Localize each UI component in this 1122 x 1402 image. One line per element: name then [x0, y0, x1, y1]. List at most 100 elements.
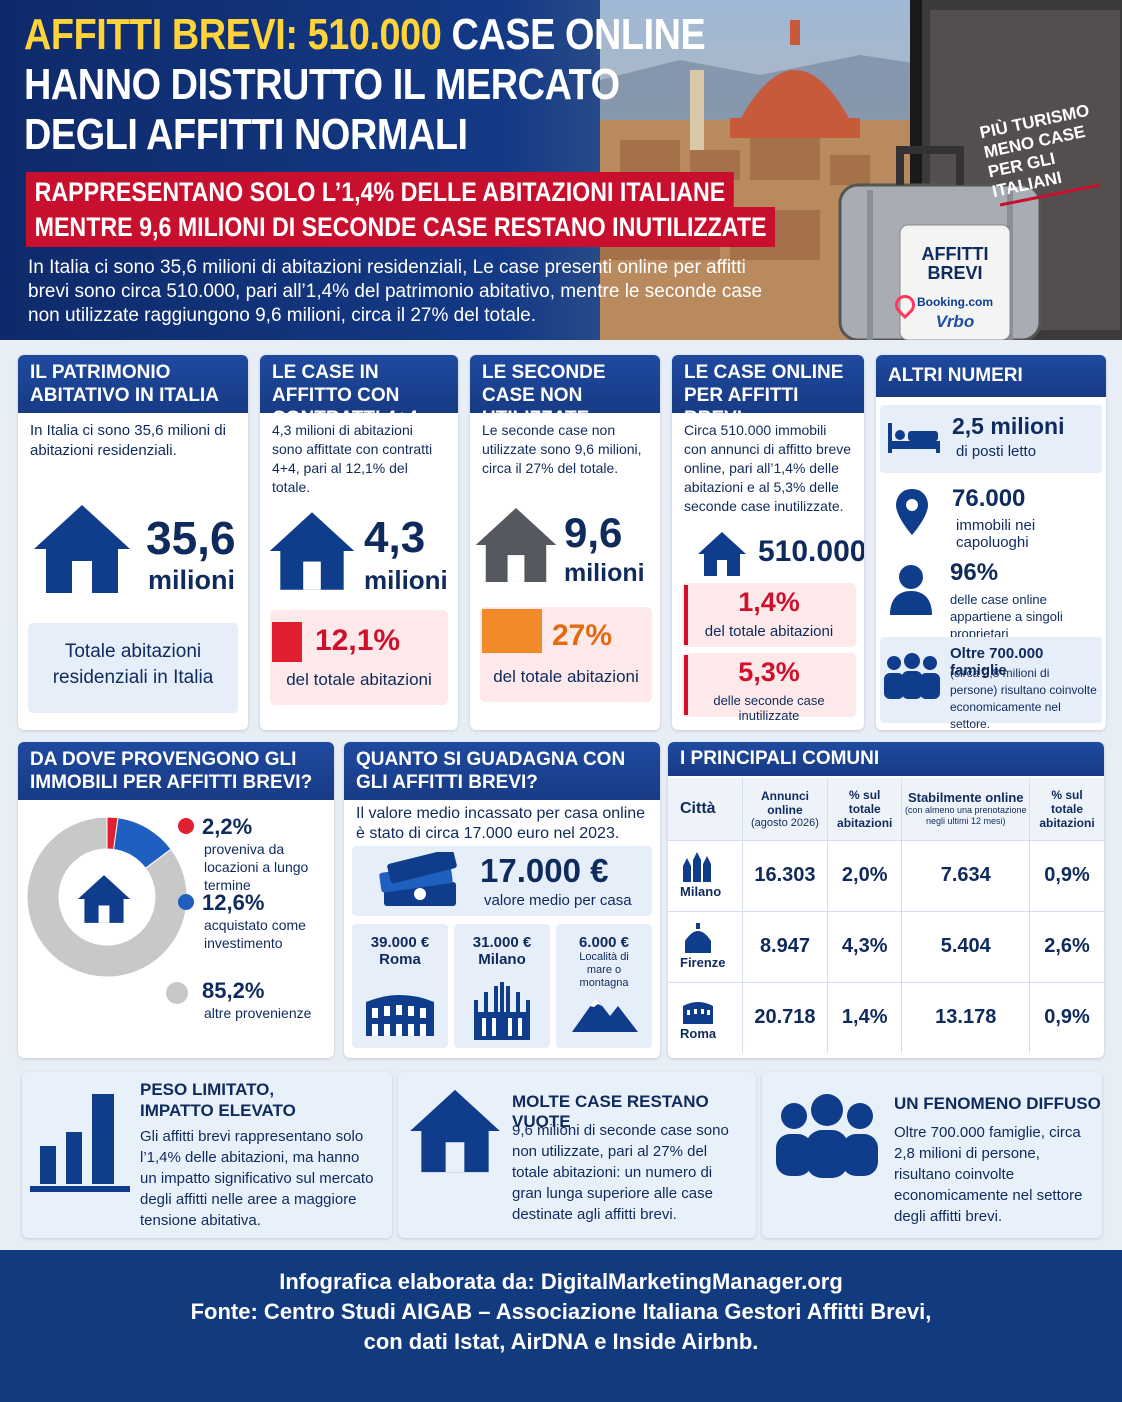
- legend-value: 2,2%: [202, 814, 253, 839]
- col-annunci: Annunci online (agosto 2026): [741, 778, 828, 840]
- legend-label: proveniva da locazioni a lungo termine: [204, 841, 309, 893]
- people-icon: [884, 653, 940, 699]
- cell-city: Milano: [668, 840, 742, 911]
- cell-annunci: 16.303: [741, 840, 828, 911]
- house-icon: [77, 875, 131, 923]
- pct-accent: [684, 655, 688, 715]
- col-annunci-label: Annunci online: [760, 788, 809, 817]
- pct-value: 27%: [552, 619, 613, 652]
- house-icon: [34, 505, 130, 593]
- duomo-icon: [474, 982, 530, 1040]
- cell-pct: 2,0%: [826, 840, 902, 911]
- card-title: ALTRI NUMERI CHIAVE: [876, 355, 1106, 416]
- bed-icon: [888, 423, 940, 453]
- city-box-localita: 6.000 € Località di mare o montagna: [556, 924, 652, 1048]
- stat-label: immobili nei capoluoghi: [956, 517, 1036, 551]
- title-part2: CASE ONLINE: [441, 10, 706, 59]
- bottom-title-line2: IMPATTO ELEVATO: [140, 1101, 296, 1120]
- stat-row-capoluoghi: 76.000 immobili nei capoluoghi: [880, 479, 1102, 551]
- house-icon: [475, 508, 557, 582]
- stat-value: 96%: [950, 559, 999, 586]
- cell-annunci: 20.718: [741, 982, 828, 1053]
- card-fenomeno-diffuso: UN FENOMENO DIFFUSO Oltre 700.000 famigl…: [762, 1072, 1102, 1238]
- city-value: 31.000 €: [472, 934, 532, 951]
- card-seconde-case: LE SECONDE CASE NON UTILIZZATE Le second…: [470, 355, 660, 730]
- card-contratti: LE CASE IN AFFITTO CON CONTRATTI 4+4 4,3…: [260, 355, 458, 730]
- legend-item: 2,2% proveniva da locazioni a lungo term…: [178, 814, 328, 894]
- pct-box: 27% del totale abitazioni: [480, 607, 652, 702]
- total-box: Totale abitazioni residenziali in Italia: [28, 623, 238, 713]
- footer: Infografica elaborata da: DigitalMarketi…: [0, 1250, 1122, 1402]
- stat-label: (circa 2,8 milioni di persone) risultano…: [950, 666, 1097, 730]
- footer-source-data: con dati Istat, AirDNA e Inside Airbnb.: [363, 1329, 759, 1354]
- city-name: Milano: [680, 884, 722, 899]
- comuni-table: Città Annunci online (agosto 2026) % sul …: [668, 778, 1104, 1053]
- city-value: 39.000 €: [370, 934, 430, 951]
- big-value: 35,6: [146, 512, 236, 564]
- city-box-roma: 39.000 € Roma: [352, 924, 448, 1048]
- col-pct2: % sul totale abitazioni: [1029, 778, 1104, 840]
- col-pct: % sul totale abitazioni: [826, 778, 902, 840]
- col-annunci-sub: (agosto 2026): [751, 816, 819, 829]
- city-name: Roma: [379, 951, 421, 968]
- table-row: Firenze 8.947 4,3% 5.404 2,6%: [668, 911, 1104, 982]
- hero-banner: AFFITTI BREVI: 510.000 CASE ONLINE HANNO…: [0, 0, 1122, 340]
- legend-item: 12,6% acquistato come investimento: [178, 890, 328, 952]
- luggage-tag-line1: AFFITTI: [921, 244, 989, 264]
- city-landmark-icon: [685, 923, 711, 953]
- big-unit: milioni: [364, 565, 448, 595]
- stat-row-proprietari: 96% delle case online appartiene a singo…: [880, 555, 1102, 641]
- pct-swatch: [272, 622, 302, 662]
- booking-logo: Booking.com: [916, 295, 993, 309]
- house-icon: [698, 532, 746, 576]
- city-landmark-icon: [683, 852, 711, 882]
- legend-dot: [178, 894, 194, 910]
- card-case-online: LE CASE ONLINE PER AFFITTI BREVI Circa 5…: [672, 355, 864, 730]
- pct-value: 1,4%: [738, 587, 800, 617]
- city-name: Località di mare o montagna: [579, 951, 629, 989]
- cell-city: Firenze: [668, 911, 742, 982]
- card-text: In Italia ci sono 35,6 milioni di abitaz…: [30, 422, 226, 459]
- pct-label: del totale abitazioni: [704, 623, 834, 640]
- person-icon: [890, 565, 932, 615]
- stat-value: Oltre 700.000 famiglie: [950, 645, 1044, 679]
- stat-value: 76.000: [952, 485, 1026, 512]
- cell-stabili: 7.634: [901, 840, 1030, 911]
- card-text: Il valore medio incassato per casa onlin…: [356, 805, 646, 842]
- col-citta: Città: [680, 799, 716, 817]
- card-text: Circa 510.000 immobili con annunci di af…: [684, 422, 852, 514]
- title-line3: DEGLI AFFITTI NORMALI: [24, 110, 468, 159]
- col-stabili: Stabilmente online (con almeno una prenot…: [901, 778, 1030, 840]
- bar-chart-icon: [30, 1094, 130, 1192]
- cell-pct: 4,3%: [826, 911, 902, 982]
- cell-pct: 1,4%: [826, 982, 902, 1053]
- col-stabili-label: Stabilmente online: [907, 790, 1024, 806]
- colosseum-icon: [366, 995, 434, 1036]
- avg-value-box: 17.000 € valore medio per casa: [352, 846, 652, 916]
- big-unit: milioni: [564, 559, 645, 587]
- cell-city: Roma: [668, 982, 742, 1053]
- cell-stabili: 5.404: [901, 911, 1030, 982]
- stat-label: delle case online appartiene a singoli p…: [950, 592, 1063, 641]
- title-highlight: AFFITTI BREVI: 510.000: [24, 10, 442, 59]
- footer-credit: Infografica elaborata da: DigitalMarketi…: [279, 1269, 843, 1294]
- bottom-title: MOLTE CASE RESTANO VUOTE: [512, 1092, 709, 1131]
- card-title: QUANTO SI GUADAGNA CON GLI AFFITTI BREVI…: [344, 742, 660, 800]
- card-altri-numeri: ALTRI NUMERI CHIAVE 2,5 milioni di posti…: [876, 355, 1106, 730]
- cell-pct2: 0,9%: [1029, 840, 1104, 911]
- card-case-vuote: MOLTE CASE RESTANO VUOTE 9,6 milioni di …: [398, 1072, 756, 1238]
- card-title: I PRINCIPALI COMUNI: [668, 742, 1104, 776]
- big-unit: milioni: [148, 565, 235, 595]
- card-provenienza: DA DOVE PROVENGONO GLI IMMOBILI PER AFFI…: [18, 742, 334, 1058]
- cell-annunci: 8.947: [741, 911, 828, 982]
- bottom-text: 9,6 milioni di seconde case sono non uti…: [512, 1122, 729, 1223]
- legend-item: 85,2% altre provenienze: [166, 978, 328, 1022]
- donut-slice: [26, 816, 188, 978]
- table-row: Milano 16.303 2,0% 7.634 0,9%: [668, 840, 1104, 911]
- cell-stabili: 13.178: [901, 982, 1030, 1053]
- card-text: 4,3 milioni di abitazioni sono affittate…: [272, 422, 433, 495]
- card-title: IL PATRIMONIO ABITATIVO IN ITALIA: [18, 355, 248, 413]
- legend-dot: [178, 818, 194, 834]
- pct-accent: [684, 585, 688, 645]
- avg-value: 17.000 €: [480, 852, 609, 889]
